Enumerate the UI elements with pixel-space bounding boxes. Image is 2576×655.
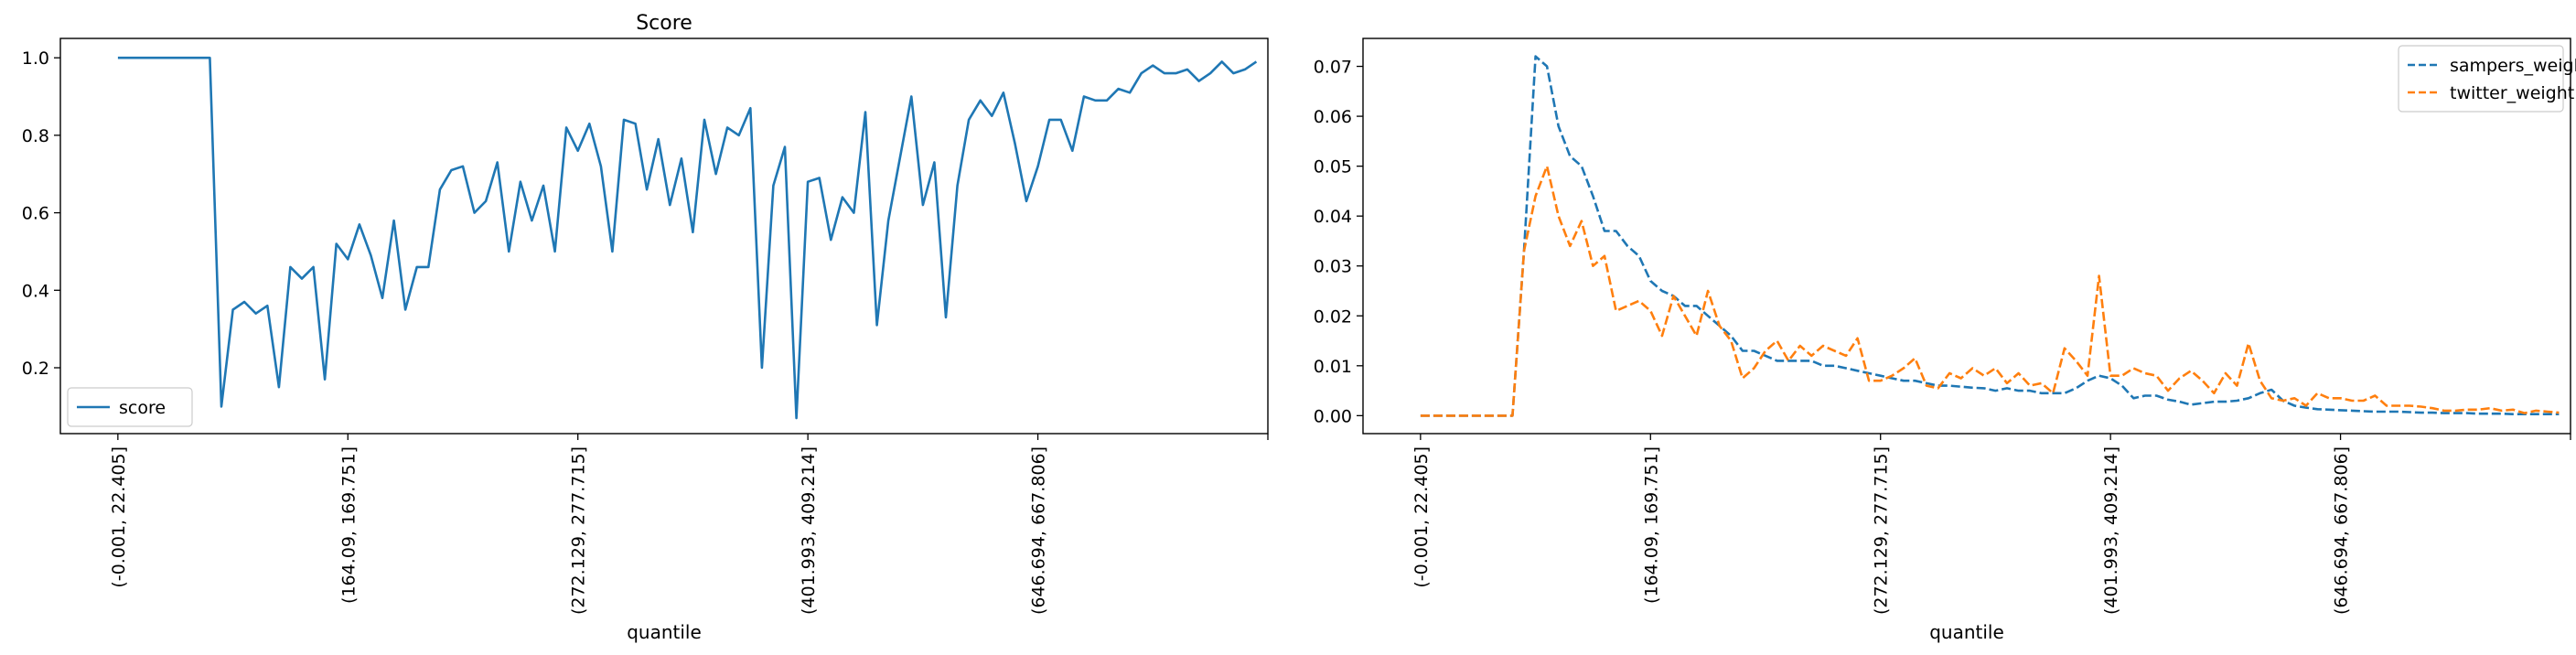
score-chart: Score 0.2 0.4 0.6 0.8 1.0 (-0.001, 22.405] (164… <box>22 12 1269 643</box>
x-tick-label: (401.993, 409.214] <box>799 446 819 615</box>
x-tick-label: (-0.001, 22.405] <box>109 446 129 588</box>
legend: sampers_weight twitter_weight <box>2398 45 2576 113</box>
weight-chart: 0.00 0.01 0.02 0.03 0.04 0.05 0.06 0.07 (-0.001,… <box>1314 38 2576 643</box>
y-tick-label: 1.0 <box>22 48 49 69</box>
legend-label-sampers-weight: sampers_weight <box>2450 56 2576 76</box>
x-tick-label: (-0.001, 22.405] <box>1411 446 1432 588</box>
legend: score <box>67 387 193 427</box>
legend-label-twitter-weight: twitter_weight <box>2450 83 2574 103</box>
y-tick-label: 0.6 <box>22 204 49 224</box>
y-tick-label: 0.07 <box>1314 58 1352 78</box>
chart-title: Score <box>636 12 692 35</box>
legend-box <box>2398 45 2564 113</box>
y-tick-label: 0.2 <box>22 359 49 379</box>
x-tick-label: (272.129, 277.715] <box>1872 446 1892 615</box>
y-tick-label: 0.01 <box>1314 357 1352 377</box>
x-axis-label: quantile <box>1929 621 2004 643</box>
y-tick-label: 0.04 <box>1314 207 1352 227</box>
y-tick-label: 0.02 <box>1314 306 1352 327</box>
x-tick-label: (401.993, 409.214] <box>2101 446 2121 615</box>
plot-frame <box>1362 38 2571 435</box>
x-tick-label: (164.09, 169.751] <box>1641 446 1661 604</box>
x-tick-label: (646.694, 667.806] <box>2332 446 2352 615</box>
y-tick-label: 0.4 <box>22 281 49 301</box>
y-tick-label: 0.00 <box>1314 406 1352 426</box>
x-axis-label: quantile <box>627 621 702 643</box>
series-line-twitter-weight <box>1420 165 2560 417</box>
y-tick-label: 0.06 <box>1314 107 1352 127</box>
x-tick-label: (272.129, 277.715] <box>569 446 589 615</box>
y-tick-label: 0.8 <box>22 126 49 146</box>
plot-frame <box>59 38 1269 435</box>
y-tick-label: 0.05 <box>1314 157 1352 177</box>
legend-box <box>67 387 193 427</box>
x-tick-label: (164.09, 169.751] <box>338 446 359 604</box>
legend-label-score: score <box>119 398 166 418</box>
y-tick-label: 0.03 <box>1314 257 1352 277</box>
series-line-score <box>117 56 1258 420</box>
series-line-sampers-weight <box>1420 55 2560 417</box>
x-tick-label: (646.694, 667.806] <box>1029 446 1049 615</box>
